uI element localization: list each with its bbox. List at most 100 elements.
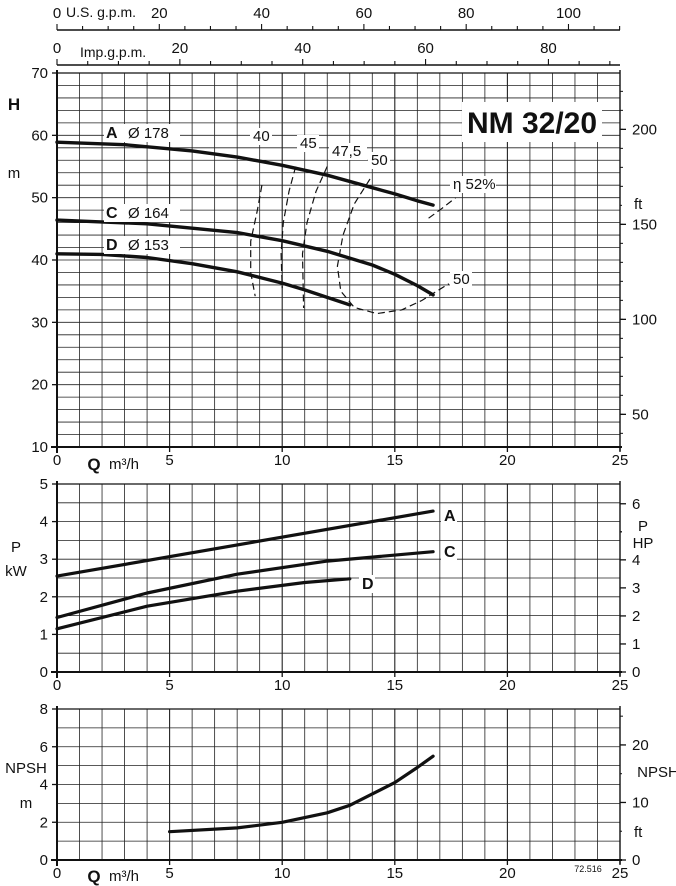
impgpm-tick-label: 40 [294, 40, 311, 57]
power-right-axis-label: P [638, 518, 648, 535]
x-tick-label: 5 [165, 865, 173, 882]
y-tick-label: 10 [31, 439, 48, 456]
right-tick-label: 10 [632, 794, 649, 811]
head-curve-a [55, 140, 435, 207]
y-tick-label: 5 [40, 476, 48, 493]
npsh-axis-unit: m [20, 795, 33, 812]
head-x-axis-label: Q [87, 455, 100, 474]
y-tick-label: 0 [40, 852, 48, 869]
label-backing [63, 4, 145, 21]
npsh-curve [168, 754, 435, 834]
curve-label-c: C [106, 205, 118, 222]
efficiency-label: 50 [371, 152, 388, 169]
y-tick-label: 20 [31, 377, 48, 394]
curve-diameter-c: Ø 164 [128, 205, 169, 222]
right-tick-label: 4 [632, 552, 640, 569]
y-tick-label: 2 [40, 814, 48, 831]
usgpm-tick-label: 0 [53, 5, 61, 22]
x-tick-label: 25 [612, 865, 629, 882]
x-tick-label: 20 [499, 452, 516, 469]
power-label-bg [441, 507, 457, 525]
y-tick-label: 30 [31, 314, 48, 331]
power-axis-unit: kW [5, 563, 28, 580]
efficiency-label: 47,5 [332, 143, 361, 160]
chart-code: 72.516 [574, 864, 602, 874]
title-box [462, 102, 602, 142]
y-tick-label: 4 [40, 514, 48, 531]
efficiency-label-bg [297, 135, 319, 152]
npsh-axis-label: NPSH [5, 760, 47, 777]
right-tick-label: 3 [632, 580, 640, 597]
x-tick-label: 5 [165, 452, 173, 469]
curves-layer [55, 102, 602, 834]
efficiency-label-bg [250, 128, 272, 145]
power-label-bg [359, 575, 375, 593]
y-tick-label: 4 [40, 777, 48, 794]
impgpm-axis-label: Imp.g.p.m. [80, 44, 146, 60]
x-tick-label: 0 [53, 452, 61, 469]
y-tick-label: 6 [40, 739, 48, 756]
chart-title: NM 32/20 [467, 107, 597, 140]
power-curve-c [55, 550, 435, 620]
x-tick-label: 25 [612, 677, 629, 694]
npsh-right-axis-label: NPSH [637, 764, 676, 781]
label-backing [622, 823, 642, 843]
right-tick-label: 50 [632, 406, 649, 423]
efficiency-label: 45 [300, 135, 317, 152]
npsh-x-axis-label: Q [87, 867, 100, 886]
efficiency-label-bg [368, 152, 390, 169]
npsh-x-axis-unit: m³/h [109, 868, 139, 885]
power-curve-label-a: A [444, 508, 456, 525]
efficiency-curve [280, 166, 297, 289]
curve-diameter-a: Ø 178 [128, 125, 169, 142]
x-tick-label: 15 [386, 677, 403, 694]
y-tick-label: 8 [40, 701, 48, 718]
efficiency-label-bg [329, 143, 367, 160]
power-curve-label-c: C [444, 544, 456, 561]
efficiency-label: 40 [253, 128, 270, 145]
usgpm-axis-label: U.S. g.p.m. [66, 4, 136, 20]
usgpm-tick-label: 60 [356, 5, 373, 22]
label-backing [622, 520, 662, 552]
x-tick-label: 0 [53, 865, 61, 882]
x-tick-label: 15 [386, 452, 403, 469]
right-tick-label: 150 [632, 216, 657, 233]
curve-label-bg [104, 236, 180, 254]
x-tick-label: 0 [53, 677, 61, 694]
usgpm-tick-label: 100 [556, 5, 581, 22]
y-tick-label: 60 [31, 127, 48, 144]
right-tick-label: 1 [632, 636, 640, 653]
usgpm-tick-label: 80 [458, 5, 475, 22]
right-tick-label: 2 [632, 608, 640, 625]
power-label-bg [441, 543, 457, 561]
y-tick-label: 3 [40, 551, 48, 568]
head-x-axis-unit: m³/h [109, 456, 139, 473]
head-curve-c [55, 218, 435, 297]
y-tick-label: 40 [31, 252, 48, 269]
x-tick-label: 5 [165, 677, 173, 694]
impgpm-tick-label: 20 [172, 40, 189, 57]
efficiency-curve [301, 166, 328, 309]
head-curve-d [55, 252, 352, 307]
x-tick-label: 15 [386, 865, 403, 882]
power-right-axis-unit: HP [633, 535, 654, 552]
efficiency-label: 50 [453, 271, 470, 288]
head-axis-unit: m [8, 165, 21, 182]
label-backing [564, 863, 612, 875]
y-tick-label: 0 [40, 664, 48, 681]
power-curve-d [55, 577, 352, 631]
curve-diameter-d: Ø 153 [128, 237, 169, 254]
npsh-right-axis-unit: ft [634, 824, 643, 841]
impgpm-tick-label: 60 [417, 40, 434, 57]
power-axis-label: P [11, 539, 21, 556]
y-tick-label: 2 [40, 589, 48, 606]
curve-label-a: A [106, 125, 118, 142]
efficiency-label-bg [450, 176, 496, 193]
label-backing [76, 44, 168, 61]
x-tick-label: 10 [274, 865, 291, 882]
curve-label-d: D [106, 237, 118, 254]
efficiency-curve [250, 185, 263, 297]
label-backing [622, 762, 676, 782]
